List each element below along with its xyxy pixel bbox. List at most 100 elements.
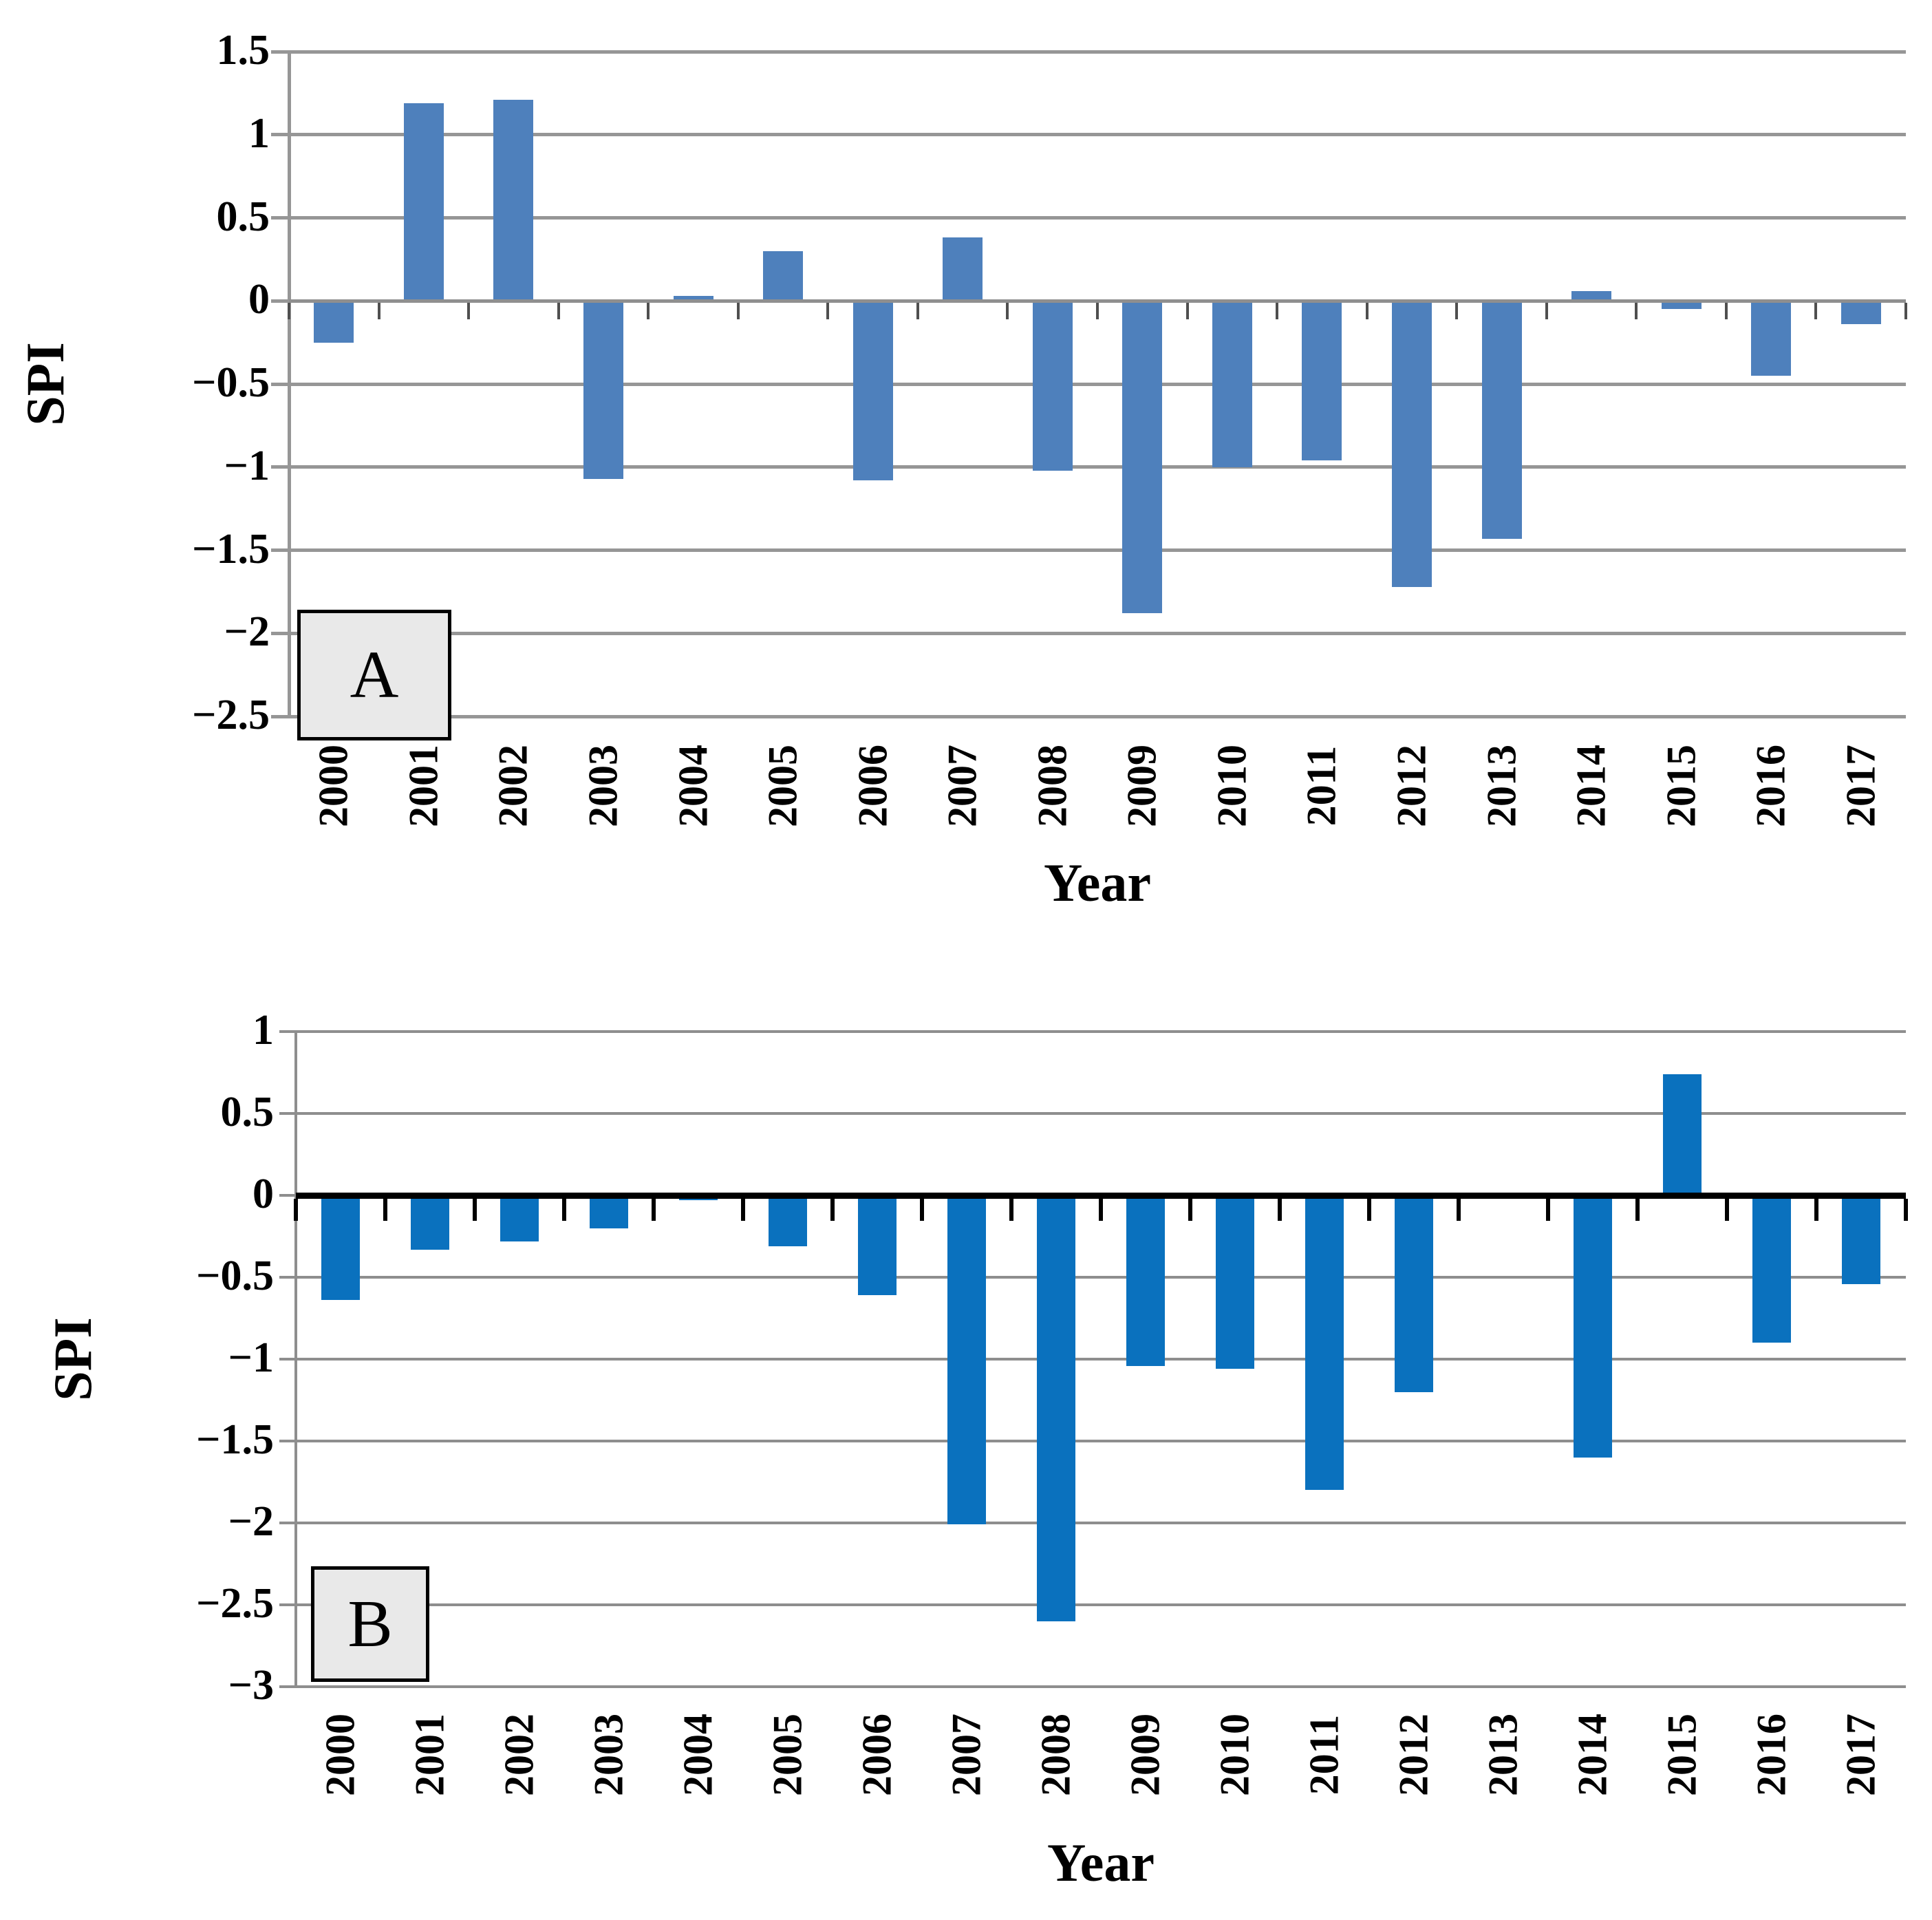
x-tick-mark [1367, 1198, 1371, 1221]
bar [1212, 301, 1252, 467]
axis-nub [279, 1685, 296, 1688]
axis-nub [271, 631, 289, 635]
x-tick-mark [562, 1198, 566, 1221]
y-tick-label: 0 [253, 1171, 274, 1218]
x-tick-mark [1725, 1198, 1729, 1221]
y-tick-label: −1 [228, 1334, 274, 1382]
x-tick-label: 2003 [586, 1714, 632, 1796]
gridline [296, 1685, 1906, 1688]
bar [314, 301, 354, 343]
y-tick-label: −2.5 [196, 1580, 274, 1628]
axis-nub [279, 1194, 296, 1197]
x-tick-mark [736, 302, 740, 319]
x-tick-label: 2007 [943, 1714, 989, 1796]
x-tick-mark [1188, 1198, 1192, 1221]
y-axis-line [294, 1032, 297, 1687]
y-tick-label: −2 [224, 608, 270, 656]
gridline [296, 1358, 1906, 1361]
x-tick-mark [1635, 1198, 1640, 1221]
x-tick-mark [1099, 1198, 1103, 1221]
bar [321, 1195, 360, 1301]
panel-label-box-a: A [297, 610, 451, 740]
y-tick-label: −0.5 [192, 359, 270, 407]
x-tick-mark [1904, 1198, 1908, 1221]
bar [1037, 1195, 1075, 1621]
bar [1751, 301, 1792, 376]
axis-nub [271, 382, 289, 386]
axis-nub [271, 50, 289, 54]
gridline [289, 216, 1906, 220]
axis-nub [271, 133, 289, 137]
x-tick-label: 2005 [764, 1714, 811, 1796]
panel-label-box-b: B [311, 1566, 429, 1682]
y-tick-label: −1.5 [192, 525, 270, 573]
bar [411, 1195, 449, 1250]
x-tick-label: 2011 [1301, 1714, 1347, 1795]
x-tick-mark [1096, 302, 1099, 319]
y-tick-label: 1 [248, 109, 270, 157]
x-tick-mark [1365, 302, 1368, 319]
x-tick-mark [1545, 302, 1548, 319]
gridline [289, 133, 1906, 137]
gridline [296, 1522, 1906, 1524]
gridline [296, 1030, 1906, 1033]
gridline [289, 382, 1906, 386]
x-tick-mark [1814, 1198, 1818, 1221]
gridline [296, 1603, 1906, 1606]
x-tick-mark [383, 1198, 387, 1221]
x-tick-mark [1009, 1198, 1013, 1221]
bar [852, 301, 893, 481]
gridline [296, 1440, 1906, 1442]
x-tick-mark [294, 1198, 298, 1221]
x-tick-label: 2000 [317, 1714, 363, 1796]
axis-nub [279, 1603, 296, 1606]
axis-nub [279, 1358, 296, 1361]
x-tick-label: 2006 [854, 1714, 900, 1796]
x-tick-mark [1457, 1198, 1461, 1221]
x-tick-label: 2010 [1212, 1714, 1258, 1796]
bar [1840, 301, 1881, 325]
x-tick-label: 2017 [1838, 1714, 1884, 1796]
x-tick-label: 2014 [1569, 1714, 1616, 1796]
x-tick-label: 2015 [1659, 1714, 1705, 1796]
bar [500, 1195, 539, 1241]
bar [943, 237, 983, 301]
bar [1216, 1195, 1254, 1369]
x-tick-mark [830, 1198, 835, 1221]
x-tick-mark [1185, 302, 1189, 319]
y-axis-line [288, 52, 291, 716]
bar [1574, 1195, 1612, 1458]
bar [1752, 1195, 1791, 1343]
bar [769, 1195, 807, 1246]
axis-nub [271, 548, 289, 552]
gridline [289, 465, 1906, 469]
x-tick-mark [1278, 1198, 1282, 1221]
bar [1305, 1195, 1344, 1491]
x-tick-mark [288, 302, 290, 319]
x-tick-mark [467, 302, 471, 319]
x-tick-label: 2001 [407, 1714, 453, 1796]
bar [858, 1195, 897, 1296]
x-tick-mark [1006, 302, 1009, 319]
x-tick-mark [377, 302, 380, 319]
axis-nub [279, 1440, 296, 1442]
x-axis-title-b: Year [1047, 1833, 1155, 1892]
bar [1661, 301, 1702, 310]
axis-nub [279, 1276, 296, 1279]
bar [947, 1195, 986, 1525]
bar [673, 296, 713, 301]
x-tick-mark [1814, 302, 1818, 319]
y-tick-label: 0.5 [216, 193, 270, 240]
bar [1391, 301, 1432, 587]
bar [1122, 301, 1163, 614]
bar [1571, 290, 1612, 301]
bar [763, 250, 804, 301]
axis-nub [279, 1112, 296, 1115]
x-tick-mark [1724, 302, 1728, 319]
bar [493, 100, 534, 301]
